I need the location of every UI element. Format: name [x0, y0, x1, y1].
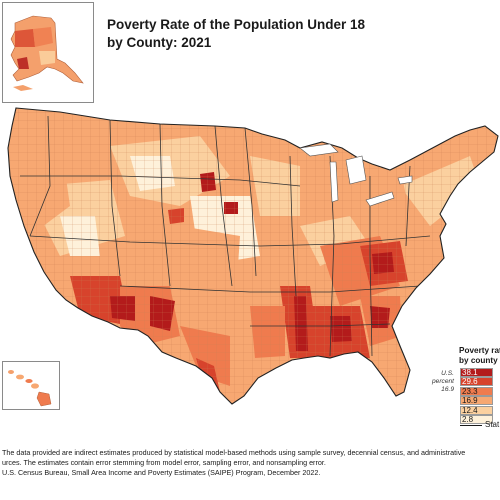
legend-swatch: [460, 415, 493, 424]
great-lakes: [299, 143, 413, 207]
legend-row: 29.6: [460, 377, 500, 387]
hawaii-map: [8, 370, 52, 407]
legend-title-line-1: Poverty rat: [459, 346, 500, 355]
legend-row: 38.1: [460, 368, 500, 377]
map-title-line-1: Poverty Rate of the Population Under 18: [107, 17, 366, 32]
footnote-line-1: The data provided are indirect estimates…: [2, 448, 466, 457]
us-note-line-1: U.S.: [441, 370, 454, 377]
legend-value: 12.4: [462, 405, 478, 415]
map-title-line-2: by County: 2021: [107, 35, 212, 50]
legend-swatch: [460, 405, 493, 415]
legend-swatch: [460, 368, 493, 377]
legend-row: 12.4: [460, 405, 500, 415]
legend-value: 2.8: [462, 415, 474, 424]
alaska-shape: [10, 15, 84, 84]
legend-value: 23.3: [462, 386, 478, 396]
legend-title-line-2: by county: [459, 356, 498, 365]
footnotes: The data provided are indirect estimates…: [2, 448, 472, 478]
legend-swatch: [460, 386, 493, 396]
legend-swatch: [460, 396, 493, 406]
hawaii-inset: [2, 361, 60, 410]
legend-value: 29.6: [462, 377, 478, 387]
legend-row: 16.9: [460, 396, 500, 406]
legend-state-entry: Stat: [460, 420, 500, 431]
legend-row: 2.8: [460, 415, 500, 424]
us-note-line-2: percent: [432, 378, 454, 385]
us-map-svg: [7, 107, 499, 405]
source-note: U.S. Census Bureau, Small Area Income an…: [2, 468, 321, 477]
legend: Poverty rat by county 38.1 29.6 23.3 16.9 12…: [456, 346, 500, 429]
legend-state-label: Stat: [485, 420, 500, 429]
legend-title: Poverty rat by county: [459, 346, 500, 366]
legend-value: 16.9: [462, 396, 478, 406]
us-county-map: [0, 96, 500, 414]
legend-swatch: [460, 377, 493, 387]
state-boundary-line: [460, 425, 482, 426]
state-borders: [20, 115, 431, 357]
legend-value: 38.1: [462, 368, 478, 377]
us-note-line-3: 16.9: [441, 386, 454, 393]
map-title: Poverty Rate of the Population Under 18 …: [107, 16, 407, 52]
footnote-line-2: urces. The estimates contain error stemm…: [2, 458, 326, 467]
legend-row: 23.3: [460, 386, 500, 396]
alaska-inset: [2, 2, 94, 103]
us-percent-note: U.S. percent 16.9: [406, 370, 454, 394]
alaska-map: [10, 15, 84, 91]
